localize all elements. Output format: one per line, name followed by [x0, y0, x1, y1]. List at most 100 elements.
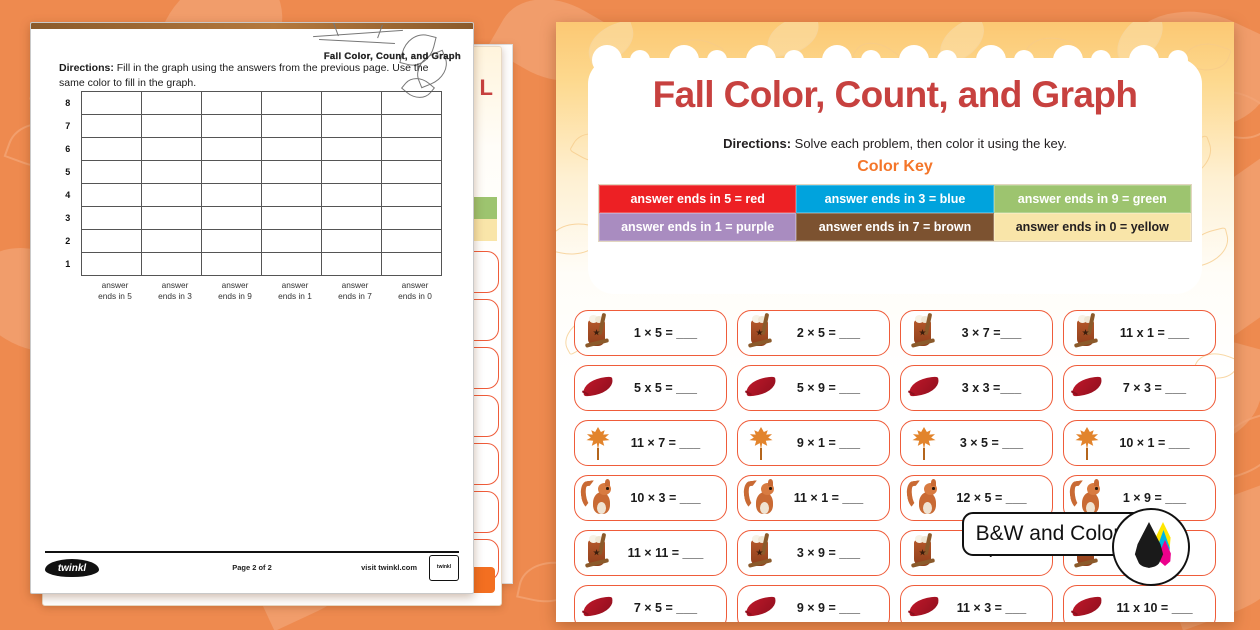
- problem-card[interactable]: 11 × 7 = ___: [574, 420, 727, 466]
- bw-page-footer: twinkl Page 2 of 2 visit twinkl.com twin…: [45, 551, 459, 581]
- graph-cell[interactable]: [320, 137, 382, 161]
- graph-cell[interactable]: [380, 183, 442, 207]
- card-scallop: [1167, 50, 1188, 70]
- graph-cell[interactable]: [80, 160, 142, 184]
- problem-equation: 3 × 5 = ___: [959, 436, 1024, 450]
- problem-card[interactable]: 2 × 5 = ___: [737, 310, 890, 356]
- graph-cell[interactable]: [260, 252, 322, 276]
- problem-card[interactable]: 9 × 1 = ___: [737, 420, 890, 466]
- graph-cell[interactable]: [380, 91, 442, 115]
- graph-cell[interactable]: [320, 91, 382, 115]
- problem-equation: 7 × 3 = ___: [1122, 381, 1187, 395]
- problem-card[interactable]: 11 × 11 = ___: [574, 530, 727, 576]
- graph-y-label: 5: [65, 167, 71, 177]
- problem-grid: 1 × 5 = ___ 2 × 5 = ___ 3 × 7 =___ 11 x 1 =…: [574, 310, 1216, 622]
- problem-card[interactable]: 3 × 9 = ___: [737, 530, 890, 576]
- problem-card[interactable]: 10 × 3 = ___: [574, 475, 727, 521]
- problem-card[interactable]: 1 × 5 = ___: [574, 310, 727, 356]
- graph-cell[interactable]: [320, 183, 382, 207]
- page-top-bar: [31, 23, 473, 29]
- graph-cell[interactable]: [320, 229, 382, 253]
- graph-cell[interactable]: [260, 206, 322, 230]
- color-key-cell-3: answer ends in 1 = purple: [599, 213, 797, 241]
- problem-card[interactable]: 11 x 10 = ___: [1063, 585, 1216, 622]
- graph-cell[interactable]: [260, 91, 322, 115]
- graph-cell[interactable]: [200, 137, 262, 161]
- cider-mug-icon: [581, 532, 615, 573]
- problem-card[interactable]: 3 x 3 =___: [900, 365, 1053, 411]
- problem-card[interactable]: 7 × 3 = ___: [1063, 365, 1216, 411]
- problem-card[interactable]: 5 x 5 = ___: [574, 365, 727, 411]
- problem-equation: 11 x 1 = ___: [1119, 326, 1190, 340]
- graph-cell[interactable]: [200, 183, 262, 207]
- squirrel-part: [605, 479, 610, 486]
- graph-cell[interactable]: [80, 252, 142, 276]
- graph-x-label: answer ends in 0: [398, 280, 432, 301]
- cider-mug-part: [595, 536, 603, 543]
- problem-card[interactable]: 11 × 1 = ___: [737, 475, 890, 521]
- card-scallop: [630, 50, 651, 70]
- graph-cell[interactable]: [80, 206, 142, 230]
- graph-cell[interactable]: [260, 137, 322, 161]
- cider-mug-part: [1084, 316, 1092, 323]
- graph-cell[interactable]: [140, 252, 202, 276]
- graph-cell[interactable]: [320, 160, 382, 184]
- graph-cell[interactable]: [140, 91, 202, 115]
- graph-y-label: 7: [65, 121, 71, 131]
- problem-equation: 1 × 9 = ___: [1122, 491, 1187, 505]
- graph-cell[interactable]: [200, 160, 262, 184]
- graph-cell[interactable]: [80, 183, 142, 207]
- graph-cell[interactable]: [260, 114, 322, 138]
- graph-cell[interactable]: [80, 137, 142, 161]
- graph-cell[interactable]: [380, 160, 442, 184]
- visit-url: visit twinkl.com: [361, 563, 417, 572]
- twinkl-logo: twinkl: [45, 559, 99, 577]
- problem-card[interactable]: 3 × 5 = ___: [900, 420, 1053, 466]
- problem-card[interactable]: 3 × 7 =___: [900, 310, 1053, 356]
- graph-cell[interactable]: [200, 252, 262, 276]
- graph-cell[interactable]: [380, 252, 442, 276]
- graph-cell[interactable]: [200, 114, 262, 138]
- graph-cell[interactable]: [140, 206, 202, 230]
- problem-card[interactable]: 11 x 1 = ___: [1063, 310, 1216, 356]
- graph-row: 6: [59, 137, 442, 161]
- graph-cell[interactable]: [80, 229, 142, 253]
- page-title: Fall Color, Count, and Graph: [652, 74, 1138, 115]
- twinkl-badge-icon: twinkl: [429, 555, 459, 581]
- graph-table: 8 7 6 5 4 3 2 1: [59, 91, 442, 276]
- squirrel-part: [931, 479, 936, 486]
- graph-cell[interactable]: [140, 160, 202, 184]
- graph-y-label: 6: [65, 144, 71, 154]
- graph-cell[interactable]: [80, 114, 142, 138]
- graph-cell[interactable]: [140, 183, 202, 207]
- graph-cell[interactable]: [320, 114, 382, 138]
- red-leaf-icon: [744, 368, 778, 408]
- graph-cell[interactable]: [380, 114, 442, 138]
- problem-card[interactable]: 11 × 3 = ___: [900, 585, 1053, 622]
- cider-mug-part: [919, 329, 926, 336]
- problem-card[interactable]: 7 × 5 = ___: [574, 585, 727, 622]
- graph-cell[interactable]: [200, 229, 262, 253]
- problem-card[interactable]: 9 × 9 = ___: [737, 585, 890, 622]
- cider-mug-part: [595, 316, 603, 323]
- graph-cell[interactable]: [380, 229, 442, 253]
- graph-cell[interactable]: [260, 183, 322, 207]
- problem-card[interactable]: 5 × 9 = ___: [737, 365, 890, 411]
- graph-cell[interactable]: [140, 137, 202, 161]
- card-scallop: [783, 50, 804, 70]
- graph-cell[interactable]: [140, 229, 202, 253]
- problem-card[interactable]: 10 × 1 = ___: [1063, 420, 1216, 466]
- color-key-cell-4: answer ends in 7 = brown: [796, 213, 994, 241]
- graph-cell[interactable]: [200, 206, 262, 230]
- graph-cell[interactable]: [200, 91, 262, 115]
- red-leaf-icon: [1070, 588, 1104, 622]
- graph-cell[interactable]: [260, 229, 322, 253]
- graph-cell[interactable]: [320, 206, 382, 230]
- graph-cell[interactable]: [260, 160, 322, 184]
- graph-cell[interactable]: [140, 114, 202, 138]
- graph-cell[interactable]: [380, 206, 442, 230]
- graph-cell[interactable]: [320, 252, 382, 276]
- graph-cell[interactable]: [380, 137, 442, 161]
- graph-cell[interactable]: [80, 91, 142, 115]
